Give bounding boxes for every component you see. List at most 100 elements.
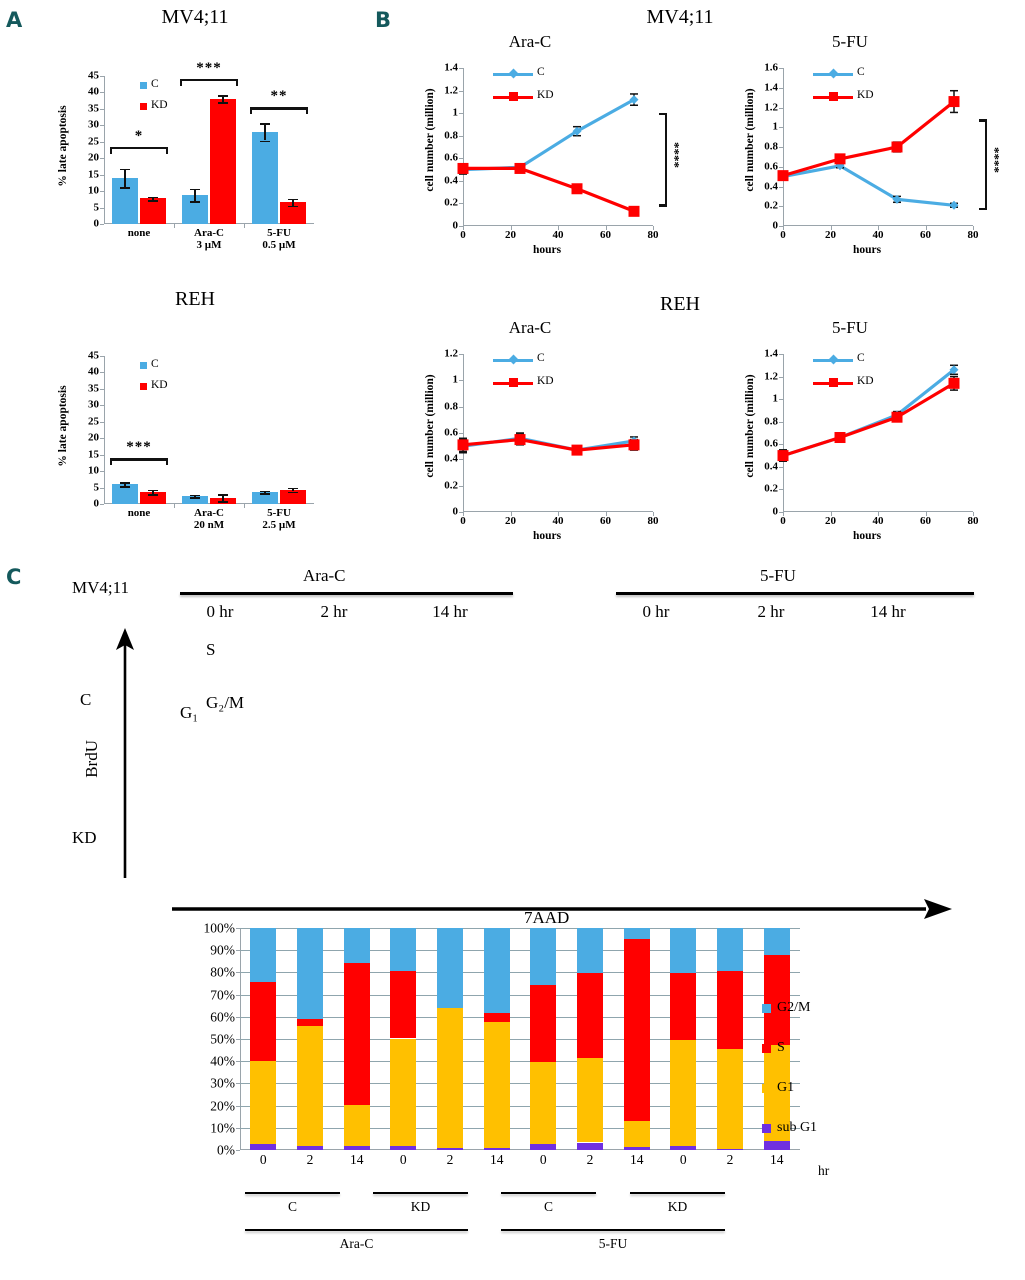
x-group-tick — [174, 504, 175, 508]
stacked-x-axis-unit: hr — [818, 1163, 830, 1178]
x-tick-label: 40 — [552, 229, 564, 241]
y-tick-label: 1 — [772, 120, 779, 133]
stack-segment-g1 — [390, 1038, 417, 1147]
stack-segment-g2m — [483, 928, 510, 1014]
stack-segment-g1 — [717, 1048, 743, 1149]
legend-marker-kd — [509, 378, 518, 387]
y-tick — [236, 1061, 240, 1063]
error-bar — [292, 198, 294, 206]
error-cap-bottom — [120, 187, 130, 189]
chart-growth-reh-arac: cell number (million) 0 0.2 0.4 0.6 0.8 1 1.2 0… — [418, 348, 688, 542]
y-tick — [100, 174, 104, 176]
x-tick — [463, 512, 464, 516]
group-rule-kd-arac — [373, 1192, 468, 1195]
row-label-c: C — [80, 690, 92, 709]
stack-segment-s — [483, 1013, 510, 1023]
legend-marker-kd — [829, 92, 838, 101]
group-label-arac: Ara-C — [339, 1236, 374, 1251]
bar-c — [182, 495, 208, 504]
bracket-bottom-tick — [659, 204, 667, 207]
x-tick — [605, 512, 607, 516]
line-c — [782, 164, 955, 207]
y-tick — [779, 147, 783, 148]
panel-b-letter: B — [375, 8, 392, 32]
y-tick — [779, 376, 783, 378]
marker-kd — [834, 432, 846, 444]
y-tick-label: 0 — [772, 219, 779, 232]
legend-item: G2/M — [762, 1000, 810, 1016]
y-tick — [100, 191, 104, 193]
significance-bracket-vertical — [977, 119, 987, 211]
y-tick — [459, 406, 463, 408]
gate-annotation-s: S — [206, 640, 216, 659]
legend-marker-kd — [829, 378, 838, 387]
x-tick-label: 60 — [600, 515, 611, 527]
group-label-kd-arac: KD — [410, 1199, 431, 1214]
x-tick-label: 40 — [872, 229, 884, 241]
y-tick — [779, 226, 783, 227]
significance-stars: *** — [126, 439, 152, 456]
legend-item: C — [140, 358, 159, 370]
x-tick — [605, 226, 607, 230]
legend-swatch-g2m — [762, 1004, 771, 1013]
error-bar — [124, 168, 126, 188]
error-cap-top — [260, 123, 270, 125]
error-cap-bottom — [190, 497, 200, 499]
bracket-left-tick — [110, 146, 113, 154]
error-cap-bottom — [190, 201, 200, 203]
x-tick-label: 80 — [967, 515, 979, 527]
legend-label: C — [151, 358, 159, 370]
error-cap-bottom — [288, 491, 298, 494]
stack-segment-s — [530, 984, 557, 1063]
y-tick-label: 0.8 — [764, 140, 778, 153]
marker-kd — [891, 411, 903, 423]
significance-stars: **** — [987, 146, 1003, 173]
chart-title-reh-5fu: 5-FU — [832, 318, 868, 337]
stack-segment-g2m — [250, 928, 277, 983]
x-tick — [510, 512, 512, 516]
stack-segment-subg1 — [390, 1146, 417, 1150]
bar-kd — [280, 202, 306, 224]
stack-segment-subg1 — [763, 1140, 790, 1150]
legend-item: S — [762, 1040, 785, 1056]
y-tick — [100, 141, 104, 143]
group-rule-c-arac — [245, 1192, 340, 1195]
stack-segment-s — [250, 982, 277, 1062]
y-tick — [236, 950, 240, 952]
y-tick-label: 1.4 — [444, 61, 458, 74]
y-tick-label: 0 — [772, 505, 779, 518]
y-tick-label: 0.6 — [444, 151, 458, 164]
x-tick-label: 0 — [460, 515, 466, 527]
grid-line — [240, 928, 800, 929]
y-tick — [236, 1150, 240, 1151]
row-label-kd: KD — [72, 828, 97, 847]
y-tick — [459, 203, 463, 205]
stack-segment-subg1 — [483, 1148, 510, 1150]
y-tick-label: 0.2 — [764, 482, 778, 495]
stack-segment-g2m — [297, 928, 323, 1019]
stack-segment-subg1 — [670, 1146, 697, 1150]
panel-b-mv411-title: MV4;11 — [646, 6, 714, 28]
error-cap-bottom — [120, 486, 130, 488]
legend-label: C — [857, 352, 865, 364]
y-tick-label: 0% — [217, 1142, 235, 1158]
y-tick-label: 10 — [88, 184, 99, 197]
y-tick-label: 0.8 — [444, 400, 458, 413]
x-tick — [973, 226, 974, 230]
legend-item: KD — [140, 379, 168, 391]
y-tick-label: 20 — [88, 151, 99, 164]
stack-segment-g1 — [623, 1120, 650, 1147]
x-axis-title: hours — [533, 530, 562, 542]
y-tick — [236, 972, 240, 974]
x-tick-label: 80 — [647, 229, 659, 241]
y-tick-label: 80% — [210, 964, 235, 980]
y-tick — [779, 399, 783, 401]
line-kd — [463, 166, 635, 213]
error-bar — [222, 494, 224, 502]
x-tick — [830, 226, 832, 230]
y-tick — [459, 158, 463, 160]
x-axis — [240, 1149, 800, 1150]
marker-kd — [514, 162, 526, 174]
y-tick — [100, 356, 104, 357]
x-tick-label: 0 — [539, 1152, 547, 1167]
